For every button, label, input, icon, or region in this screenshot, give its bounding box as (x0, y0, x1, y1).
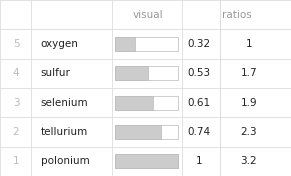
Text: oxygen: oxygen (41, 39, 79, 49)
Text: 1.9: 1.9 (240, 98, 257, 108)
Bar (115, 154, 178, 168)
Text: 1: 1 (13, 156, 19, 166)
Text: 2.3: 2.3 (240, 127, 257, 137)
Bar (115, 37, 135, 51)
Text: 4: 4 (13, 68, 19, 78)
Text: 1: 1 (246, 39, 252, 49)
Text: 0.61: 0.61 (188, 98, 211, 108)
Text: tellurium: tellurium (41, 127, 88, 137)
Bar (115, 66, 148, 80)
Text: polonium: polonium (41, 156, 90, 166)
Bar (115, 37, 178, 51)
Text: 3.2: 3.2 (240, 156, 257, 166)
Bar (115, 125, 161, 139)
Bar (115, 125, 178, 139)
Text: 0.74: 0.74 (188, 127, 211, 137)
Text: 0.32: 0.32 (188, 39, 211, 49)
Text: 3: 3 (13, 98, 19, 108)
Bar (115, 154, 178, 168)
Text: sulfur: sulfur (41, 68, 71, 78)
Bar (115, 96, 153, 110)
Text: visual: visual (132, 10, 163, 20)
Text: 2: 2 (13, 127, 19, 137)
Text: 1.7: 1.7 (240, 68, 257, 78)
Bar (115, 96, 178, 110)
Text: 1: 1 (196, 156, 203, 166)
Text: 5: 5 (13, 39, 19, 49)
Text: ratios: ratios (221, 10, 251, 20)
Bar (115, 66, 178, 80)
Text: selenium: selenium (41, 98, 88, 108)
Text: 0.53: 0.53 (188, 68, 211, 78)
